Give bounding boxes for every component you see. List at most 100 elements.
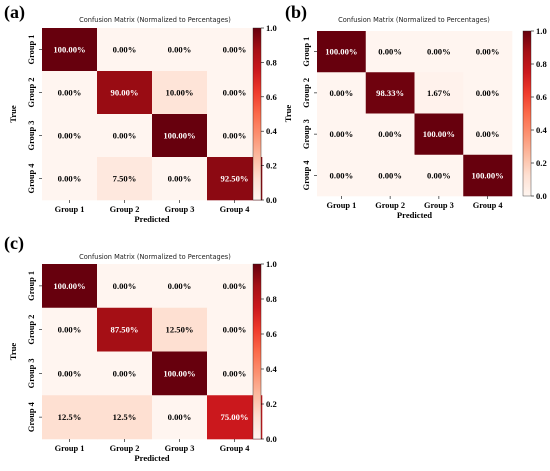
cell-value-label: 100.00% bbox=[423, 129, 455, 139]
cell-value-label: 0.00% bbox=[58, 368, 82, 378]
y-tick-label: Group 2 bbox=[27, 78, 36, 108]
cell-value-label: 92.50% bbox=[221, 174, 249, 184]
cell-value-label: 0.00% bbox=[330, 129, 354, 139]
y-tick-label: Group 3 bbox=[302, 119, 311, 149]
colorbar-tick-label: 0.6 bbox=[266, 329, 277, 339]
panel-label: (b) bbox=[285, 2, 307, 23]
colorbar-tick-label: 0.0 bbox=[266, 434, 277, 444]
cell-value-label: 10.00% bbox=[166, 88, 194, 98]
cell-value-label: 0.00% bbox=[58, 88, 82, 98]
x-tick-label: Group 3 bbox=[165, 444, 195, 453]
colorbar-tick-label: 0.4 bbox=[266, 126, 277, 136]
heatmap-cell bbox=[97, 71, 153, 115]
colorbar bbox=[522, 30, 532, 197]
heatmap-cell bbox=[414, 72, 464, 114]
heatmap-cell bbox=[317, 72, 367, 114]
x-tick-label: Group 1 bbox=[55, 444, 85, 453]
cell-value-label: 0.00% bbox=[113, 281, 137, 291]
cell-value-label: 0.00% bbox=[58, 131, 82, 141]
y-tick-label: Group 1 bbox=[302, 37, 311, 67]
cell-value-label: 100.00% bbox=[325, 47, 357, 57]
heatmap-cell bbox=[97, 264, 153, 309]
cell-value-label: 98.33% bbox=[376, 88, 404, 98]
x-tick-label: Group 1 bbox=[326, 201, 356, 210]
heatmap-cell bbox=[97, 351, 153, 396]
chart-title: Confusion Matrix (Normalized to Percenta… bbox=[79, 253, 231, 261]
confusion-matrix-panel-2: (b) Confusion Matrix (Normalized to Perce… bbox=[283, 2, 547, 220]
x-tick-label: Group 4 bbox=[473, 201, 504, 210]
colorbar-tick-label: 0.2 bbox=[266, 161, 277, 171]
y-tick-label: Group 1 bbox=[27, 271, 36, 301]
cell-value-label: 0.00% bbox=[58, 174, 82, 184]
chart-title: Confusion Matrix (Normalized to Percenta… bbox=[79, 16, 231, 24]
y-tick-label: Group 2 bbox=[27, 315, 36, 345]
heatmap-cell bbox=[463, 72, 513, 114]
y-axis-label: True bbox=[8, 105, 18, 123]
cell-value-label: 0.00% bbox=[223, 45, 247, 55]
cell-value-label: 0.00% bbox=[168, 174, 192, 184]
heatmap-cell bbox=[97, 307, 153, 352]
heatmap-cell bbox=[97, 157, 153, 201]
heatmap-cell bbox=[152, 351, 208, 396]
cell-value-label: 0.00% bbox=[378, 170, 402, 180]
heatmap-cell bbox=[414, 31, 464, 73]
cell-value-label: 0.00% bbox=[223, 88, 247, 98]
y-tick-label: Group 2 bbox=[302, 78, 311, 108]
panel-label: (a) bbox=[4, 2, 25, 23]
heatmap-cell bbox=[42, 351, 98, 396]
cell-value-label: 0.00% bbox=[223, 325, 247, 335]
y-tick-label: Group 4 bbox=[27, 401, 36, 432]
cell-value-label: 100.00% bbox=[53, 281, 85, 291]
x-axis-label: Predicted bbox=[134, 453, 169, 463]
colorbar-tick-label: 0.6 bbox=[266, 92, 277, 102]
cell-value-label: 75.00% bbox=[221, 412, 249, 422]
chart-title: Confusion Matrix (Normalized to Percenta… bbox=[338, 16, 490, 24]
heatmap-cell bbox=[42, 28, 98, 72]
x-tick-label: Group 1 bbox=[55, 205, 85, 214]
panel-label: (c) bbox=[4, 233, 24, 254]
cell-value-label: 12.50% bbox=[166, 325, 194, 335]
x-axis-label: Predicted bbox=[134, 214, 169, 224]
colorbar-tick-label: 0.8 bbox=[266, 57, 277, 67]
colorbar-tick-label: 0.2 bbox=[536, 158, 547, 168]
heatmap-cell bbox=[42, 114, 98, 158]
colorbar bbox=[252, 263, 262, 440]
heatmap-cell bbox=[365, 113, 415, 156]
heatmap-cell bbox=[97, 28, 153, 72]
heatmap-cell bbox=[414, 154, 464, 197]
x-tick-label: Group 2 bbox=[375, 201, 405, 210]
heatmap-cell bbox=[463, 31, 513, 73]
colorbar-tick-label: 0.8 bbox=[266, 294, 277, 304]
cell-value-label: 0.00% bbox=[223, 281, 247, 291]
colorbar-tick-label: 0.8 bbox=[536, 59, 547, 69]
cell-value-label: 1.67% bbox=[427, 88, 451, 98]
heatmap-cell bbox=[414, 113, 464, 156]
heatmap-cell bbox=[317, 31, 367, 73]
y-axis-label: True bbox=[283, 105, 293, 123]
x-tick-label: Group 3 bbox=[424, 201, 454, 210]
cell-value-label: 12.5% bbox=[113, 412, 137, 422]
colorbar-tick-label: 0.2 bbox=[266, 399, 277, 409]
y-tick-label: Group 3 bbox=[27, 358, 36, 388]
cell-value-label: 0.00% bbox=[378, 129, 402, 139]
x-tick-label: Group 2 bbox=[110, 205, 140, 214]
confusion-matrix-panel-3: (c) Confusion Matrix (Normalized to Perce… bbox=[4, 233, 277, 463]
heatmap-cell bbox=[463, 154, 513, 197]
heatmap-cell bbox=[97, 395, 153, 440]
heatmap-cell bbox=[152, 157, 208, 201]
cell-value-label: 0.00% bbox=[427, 47, 451, 57]
heatmap-cell bbox=[152, 264, 208, 309]
colorbar-tick-label: 1.0 bbox=[266, 23, 277, 33]
heatmap-cell bbox=[152, 71, 208, 115]
cell-value-label: 100.00% bbox=[163, 368, 195, 378]
confusion-matrix-panel-1: (a) Confusion Matrix (Normalized to Perce… bbox=[4, 2, 277, 224]
x-axis-label: Predicted bbox=[397, 210, 432, 220]
cell-value-label: 0.00% bbox=[58, 325, 82, 335]
heatmap-cell bbox=[42, 157, 98, 201]
colorbar bbox=[252, 27, 262, 201]
y-axis-label: True bbox=[8, 343, 18, 361]
x-tick-label: Group 2 bbox=[110, 444, 140, 453]
x-tick-label: Group 4 bbox=[220, 444, 251, 453]
x-tick-label: Group 3 bbox=[165, 205, 195, 214]
cell-value-label: 0.00% bbox=[168, 281, 192, 291]
